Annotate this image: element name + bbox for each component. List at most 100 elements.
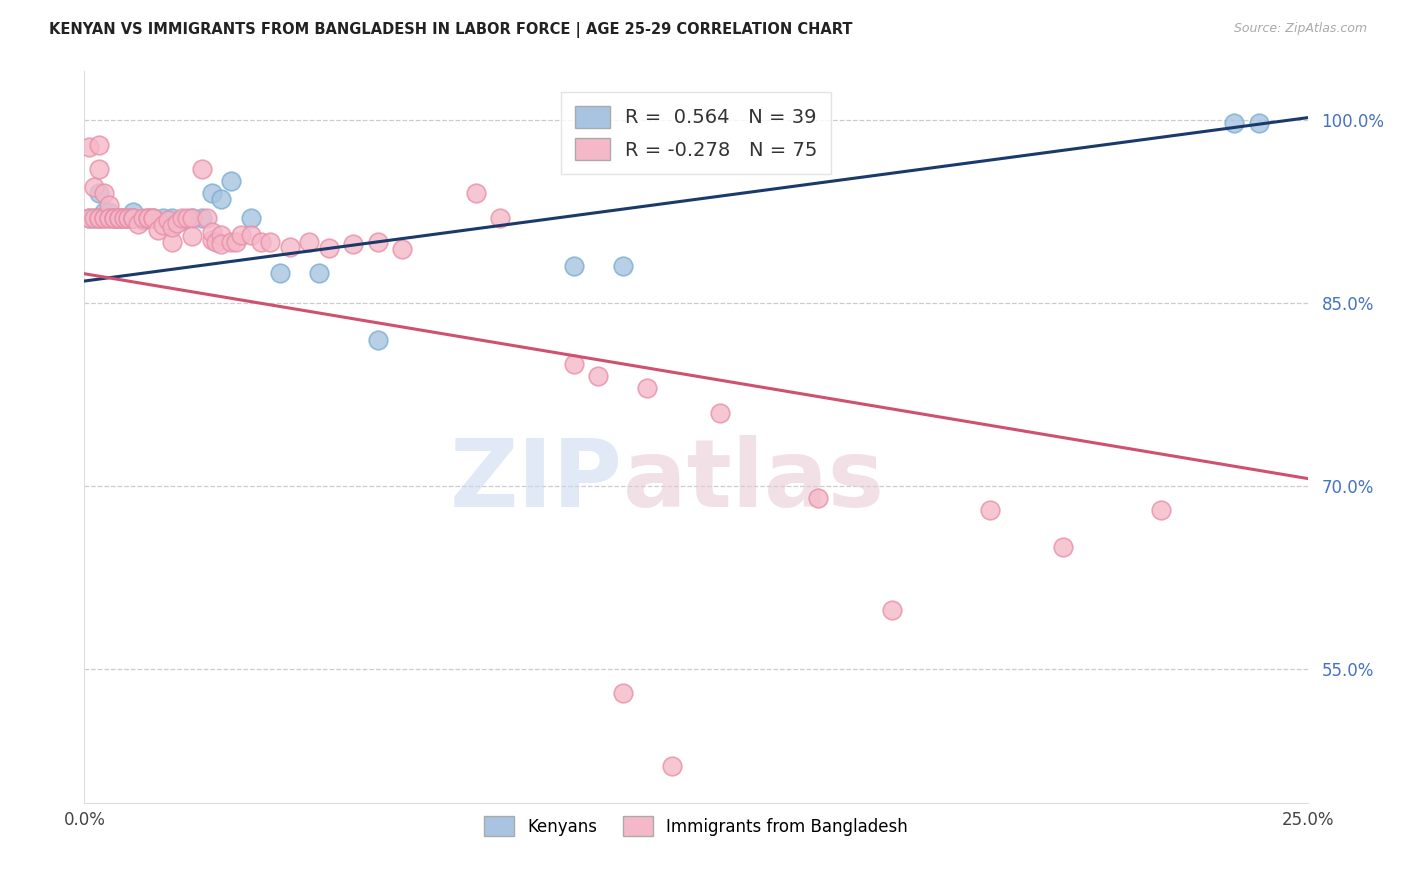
Point: [229, 227, 252, 242]
Point: [122, 211, 145, 225]
Point: [205, 235, 228, 249]
Point: [107, 211, 129, 225]
Point: [162, 211, 184, 225]
Point: [249, 235, 271, 249]
Point: [200, 233, 222, 247]
Point: [661, 759, 683, 773]
Point: [200, 186, 222, 201]
Point: [87, 211, 110, 225]
Point: [181, 228, 204, 243]
Point: [172, 211, 194, 225]
Point: [612, 260, 634, 274]
Point: [112, 211, 135, 225]
Point: [103, 211, 125, 225]
Point: [209, 192, 232, 206]
Point: [97, 204, 120, 219]
Point: [117, 211, 139, 225]
Legend: Kenyans, Immigrants from Bangladesh: Kenyans, Immigrants from Bangladesh: [474, 806, 918, 846]
Text: atlas: atlas: [623, 435, 883, 527]
Point: [269, 265, 291, 279]
Point: [367, 235, 389, 249]
Point: [636, 381, 658, 395]
Point: [156, 213, 179, 227]
Point: [83, 211, 105, 225]
Point: [142, 211, 165, 225]
Point: [83, 211, 105, 225]
Point: [122, 211, 145, 225]
Point: [112, 211, 135, 225]
Point: [122, 211, 145, 225]
Point: [209, 237, 232, 252]
Point: [172, 213, 194, 227]
Point: [152, 218, 174, 232]
Point: [318, 241, 340, 255]
Point: [709, 406, 731, 420]
Point: [87, 211, 110, 225]
Point: [132, 213, 155, 227]
Text: Source: ZipAtlas.com: Source: ZipAtlas.com: [1233, 22, 1367, 36]
Point: [93, 211, 115, 225]
Point: [278, 240, 301, 254]
Point: [298, 235, 321, 249]
Point: [136, 211, 159, 225]
Point: [391, 243, 413, 257]
Point: [87, 137, 110, 152]
Text: KENYAN VS IMMIGRANTS FROM BANGLADESH IN LABOR FORCE | AGE 25-29 CORRELATION CHAR: KENYAN VS IMMIGRANTS FROM BANGLADESH IN …: [49, 22, 852, 38]
Point: [152, 211, 174, 225]
Point: [136, 211, 159, 225]
Point: [87, 211, 110, 225]
Point: [97, 211, 120, 225]
Point: [176, 211, 198, 225]
Point: [77, 140, 100, 154]
Point: [146, 223, 169, 237]
Point: [342, 237, 364, 252]
Point: [181, 211, 204, 225]
Point: [107, 211, 129, 225]
Point: [112, 211, 135, 225]
Point: [191, 161, 214, 176]
Point: [93, 204, 115, 219]
Point: [83, 180, 105, 194]
Point: [239, 227, 262, 242]
Point: [122, 211, 145, 225]
Point: [122, 204, 145, 219]
Point: [225, 235, 247, 249]
Point: [562, 260, 585, 274]
Point: [209, 227, 232, 242]
Point: [107, 211, 129, 225]
Point: [586, 369, 609, 384]
Point: [142, 211, 165, 225]
Point: [93, 186, 115, 201]
Point: [1052, 540, 1074, 554]
Point: [87, 186, 110, 201]
Point: [1223, 115, 1246, 129]
Point: [107, 211, 129, 225]
Point: [132, 211, 155, 225]
Point: [77, 211, 100, 225]
Point: [219, 235, 242, 249]
Point: [308, 265, 330, 279]
Point: [489, 211, 512, 225]
Point: [93, 211, 115, 225]
Point: [219, 174, 242, 188]
Point: [97, 198, 120, 212]
Point: [103, 211, 125, 225]
Point: [191, 211, 214, 225]
Point: [103, 211, 125, 225]
Point: [1247, 115, 1270, 129]
Point: [464, 186, 486, 201]
Point: [117, 211, 139, 225]
Point: [162, 220, 184, 235]
Point: [77, 211, 100, 225]
Point: [807, 491, 830, 505]
Point: [200, 225, 222, 239]
Point: [979, 503, 1001, 517]
Point: [136, 211, 159, 225]
Point: [117, 211, 139, 225]
Point: [259, 235, 281, 249]
Point: [87, 161, 110, 176]
Point: [239, 211, 262, 225]
Point: [562, 357, 585, 371]
Point: [1150, 503, 1173, 517]
Point: [166, 215, 188, 229]
